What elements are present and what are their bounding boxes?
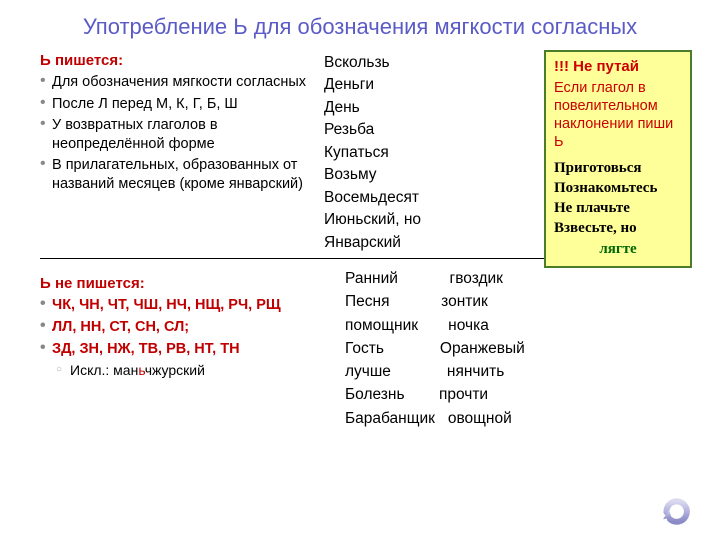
- bullets-notwritten: ЧК, ЧН, ЧТ, ЧШ, НЧ, НЩ, РЧ, РЩ ЛЛ, НН, С…: [40, 296, 345, 359]
- heading-written: Ь пишется:: [40, 52, 320, 69]
- example-pair: лучше нянчить: [345, 360, 690, 383]
- bullet-item: В прилагательных, образованных от назван…: [40, 156, 320, 193]
- example-pair: Гость Оранжевый: [345, 337, 690, 360]
- warning-example: Познакомьтесь: [554, 178, 682, 198]
- example-word: Деньги: [324, 74, 454, 96]
- bullet-item: Для обозначения мягкости согласных: [40, 73, 320, 92]
- bullet-item: ЧК, ЧН, ЧТ, ЧШ, НЧ, НЩ, РЧ, РЩ: [40, 296, 345, 315]
- slide-title: Употребление Ь для обозначения мягкости …: [30, 14, 690, 40]
- example-word: День: [324, 97, 454, 119]
- examples-written-col: Вскользь Деньги День Резьба Купаться Воз…: [320, 52, 454, 254]
- warning-rule: Если глагол в повелительном наклонении п…: [554, 79, 682, 152]
- example-pair: Ранний гвоздик: [345, 267, 690, 290]
- exception-post: чжурский: [145, 362, 205, 378]
- examples-notwritten-col: Ранний гвоздик Песня зонтик помощник ноч…: [345, 267, 690, 430]
- bullets-written: Для обозначения мягкости согласных После…: [40, 73, 320, 193]
- example-word: Июньский, но: [324, 209, 454, 231]
- exception-pre: Искл.: ман: [70, 362, 138, 378]
- example-word: Купаться: [324, 142, 454, 164]
- rules-written-col: Ь пишется: Для обозначения мягкости согл…: [30, 52, 320, 199]
- bullet-item: ЛЛ, НН, СТ, СН, СЛ;: [40, 318, 345, 337]
- example-word: Восемьдесят: [324, 187, 454, 209]
- example-word: Вскользь: [324, 52, 454, 74]
- warning-last: лягте: [554, 241, 682, 258]
- example-word: Резьба: [324, 119, 454, 141]
- example-pair: Болезнь прочти: [345, 383, 690, 406]
- warning-example: Не плачьте: [554, 198, 682, 218]
- example-pair: Песня зонтик: [345, 290, 690, 313]
- warning-title: !!! Не путай: [554, 58, 682, 75]
- rules-notwritten-col: Ь не пишется: ЧК, ЧН, ЧТ, ЧШ, НЧ, НЩ, РЧ…: [30, 267, 345, 378]
- warning-example: Приготовься: [554, 158, 682, 178]
- example-pair: Барабанщик овощной: [345, 407, 690, 430]
- bullet-item: У возвратных глаголов в неопределённой ф…: [40, 116, 320, 153]
- slide-container: Употребление Ь для обозначения мягкости …: [0, 0, 720, 540]
- example-word: Возьму: [324, 164, 454, 186]
- example-pair: помощник ночка: [345, 314, 690, 337]
- warning-example: Взвесьте, но: [554, 218, 682, 238]
- bottom-columns: Ь не пишется: ЧК, ЧН, ЧТ, ЧШ, НЧ, НЩ, РЧ…: [30, 267, 690, 430]
- heading-notwritten: Ь не пишется:: [40, 275, 345, 292]
- bullet-item: После Л перед М, К, Г, Б, Ш: [40, 95, 320, 114]
- warning-examples: Приготовься Познакомьтесь Не плачьте Взв…: [554, 158, 682, 239]
- exception-line: Искл.: маньчжурский: [40, 362, 345, 378]
- bullet-item: ЗД, ЗН, НЖ, ТВ, РВ, НТ, ТН: [40, 340, 345, 359]
- warning-box: !!! Не путай Если глагол в повелительном…: [544, 50, 692, 268]
- return-icon[interactable]: [658, 492, 692, 526]
- example-word: Январский: [324, 232, 454, 254]
